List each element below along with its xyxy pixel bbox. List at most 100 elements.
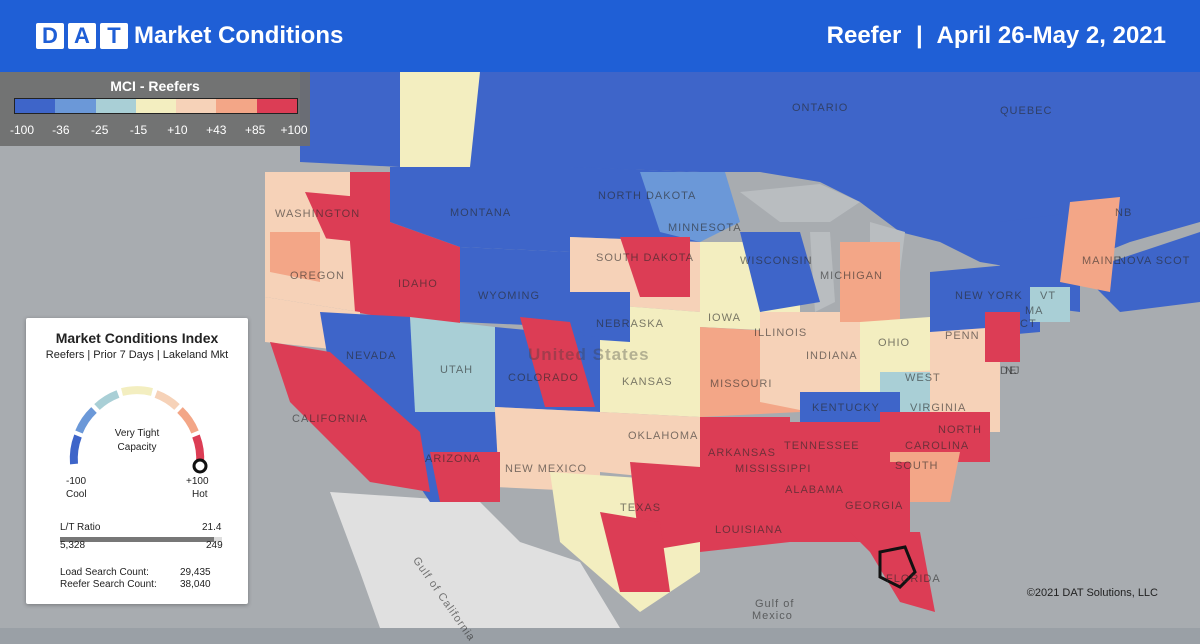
mci-panel: Market Conditions Index Reefers | Prior …: [26, 318, 248, 604]
map-label-utah: UTAH: [440, 364, 474, 376]
map-label-nova-scotia: NOVA SCOT: [1118, 255, 1191, 267]
map-label-michigan: MICHIGAN: [820, 270, 883, 282]
loads-value: 5,328: [60, 540, 86, 551]
map-label-south-dakota: SOUTH DAKOTA: [596, 252, 694, 264]
map-label-indiana: INDIANA: [806, 350, 858, 362]
logo-letter-t: T: [100, 23, 128, 49]
state-new-jersey: [985, 312, 1020, 362]
map-label-arkansas: ARKANSAS: [708, 447, 776, 459]
map-label-texas: TEXAS: [620, 502, 662, 514]
map-label-de: DE: [1000, 365, 1018, 377]
logo-letter-d: D: [36, 23, 64, 49]
map-label-penn: PENN: [945, 330, 980, 342]
state-arizona-south: [430, 452, 500, 502]
map-label-idaho: IDAHO: [398, 278, 438, 290]
map-label-florida: FLORIDA: [886, 573, 941, 585]
gauge-segment-4: [121, 386, 153, 396]
legend-tick: +100: [280, 123, 308, 137]
state-alabama: [810, 452, 860, 542]
state-wisconsin: [740, 232, 820, 312]
legend-tick: -15: [129, 123, 148, 137]
header-bar: D A T Market Conditions Reefer | April 2…: [0, 0, 1200, 72]
map-label-arizona: ARIZONA: [425, 453, 481, 465]
map-label-illinois: ILLINOIS: [754, 327, 808, 339]
legend-tick: +10: [167, 123, 188, 137]
map-label-mexico: Mexico: [752, 610, 793, 622]
map-label-ct: CT: [1020, 318, 1037, 330]
legend-tick: +43: [206, 123, 227, 137]
map-label-vt: VT: [1040, 290, 1057, 302]
legend-swatch-6: [216, 99, 257, 113]
mci-legend: MCI - Reefers -100 -36 -25 -15 +10 +43 +85 +100: [0, 72, 310, 146]
logo-letter-a: A: [68, 23, 96, 49]
map-label-nebraska: NEBRASKA: [596, 318, 664, 330]
gauge-segment-6: [177, 407, 199, 434]
trucks-value: 249: [206, 540, 223, 551]
map-label-north: NORTH: [938, 424, 982, 436]
map-label-iowa: IOWA: [708, 312, 741, 324]
map-label-georgia: GEORGIA: [845, 500, 904, 512]
state-indiana: [810, 312, 860, 402]
state-colorado-central: [520, 317, 595, 407]
map-label-alabama: ALABAMA: [785, 484, 844, 496]
equipment-label: Reefer: [826, 22, 902, 49]
map-label-south: SOUTH: [895, 460, 939, 472]
map-label-oklahoma: OKLAHOMA: [628, 430, 699, 442]
gauge-segment-2: [75, 407, 97, 434]
map-label-tennessee: TENNESSEE: [784, 440, 860, 452]
map-label-nevada: NEVADA: [346, 350, 397, 362]
state-wyoming: [460, 247, 570, 327]
map-label-nb: NB: [1115, 207, 1133, 219]
map-label-montana: MONTANA: [450, 207, 512, 219]
map-label-new-mexico: NEW MEXICO: [505, 463, 588, 475]
map-label-kentucky: KENTUCKY: [812, 402, 880, 414]
state-florida: [850, 532, 935, 612]
gauge-status-line2: Capacity: [117, 442, 157, 453]
reefer-search-label: Reefer Search Count:: [60, 579, 157, 590]
map-label-ontario: ONTARIO: [792, 102, 849, 114]
map-label-nj: NJ: [1005, 365, 1021, 377]
reefer-search-value: 38,040: [180, 579, 211, 590]
map-label-colorado: COLORADO: [508, 372, 579, 384]
gauge-segment-5: [154, 390, 180, 411]
gauge-status: Very Tight Capacity: [102, 427, 172, 455]
gauge-min-label: Cool: [66, 489, 87, 500]
map-label-ma: MA: [1025, 305, 1044, 317]
lt-ratio-bar: [60, 537, 222, 542]
map-label-north-dakota: NORTH DAKOTA: [598, 190, 697, 202]
map-label-louisiana: LOUISIANA: [715, 524, 783, 536]
region-alberta: [400, 72, 480, 167]
lt-ratio-value: 21.4: [202, 522, 222, 533]
legend-swatch-7: [256, 99, 297, 113]
map-label-washington: WASHINGTON: [275, 208, 361, 220]
mci-title: Market Conditions Index: [55, 330, 219, 346]
state-texas-south: [600, 512, 670, 592]
legend-swatch-2: [55, 99, 96, 113]
state-north-carolina: [880, 412, 990, 462]
gauge-segment-3: [94, 390, 120, 411]
state-kansas: [600, 342, 700, 417]
state-georgia: [850, 462, 910, 542]
region-mexico: [330, 492, 620, 628]
map-label-mississippi: MISSISSIPPI: [735, 463, 812, 475]
load-search-label: Load Search Count:: [60, 567, 149, 578]
map-label-country: United States: [528, 345, 650, 364]
legend-title: MCI - Reefers: [110, 78, 200, 94]
legend-tick: -36: [52, 123, 70, 137]
gauge-max-label: Hot: [192, 489, 208, 500]
state-south-dakota-east: [620, 237, 690, 297]
gauge-needle-marker: [192, 458, 208, 474]
map-label-maine: MAINE: [1082, 255, 1122, 267]
map-label-quebec: QUEBEC: [1000, 105, 1053, 117]
map-label-missouri: MISSOURI: [710, 378, 773, 390]
map-label-west: WEST: [905, 372, 941, 384]
state-nebraska-west: [555, 292, 630, 342]
map-label-new-york: NEW YORK: [955, 290, 1023, 302]
mci-subtitle: Reefers | Prior 7 Days | Lakeland Mkt: [45, 349, 229, 361]
copyright-notice: ©2021 DAT Solutions, LLC: [1026, 587, 1158, 599]
state-michigan: [840, 242, 900, 322]
map-label-virginia: VIRGINIA: [910, 402, 967, 414]
region-canada: [300, 72, 1200, 272]
state-utah: [410, 317, 495, 412]
legend-swatch-4: [135, 99, 177, 113]
